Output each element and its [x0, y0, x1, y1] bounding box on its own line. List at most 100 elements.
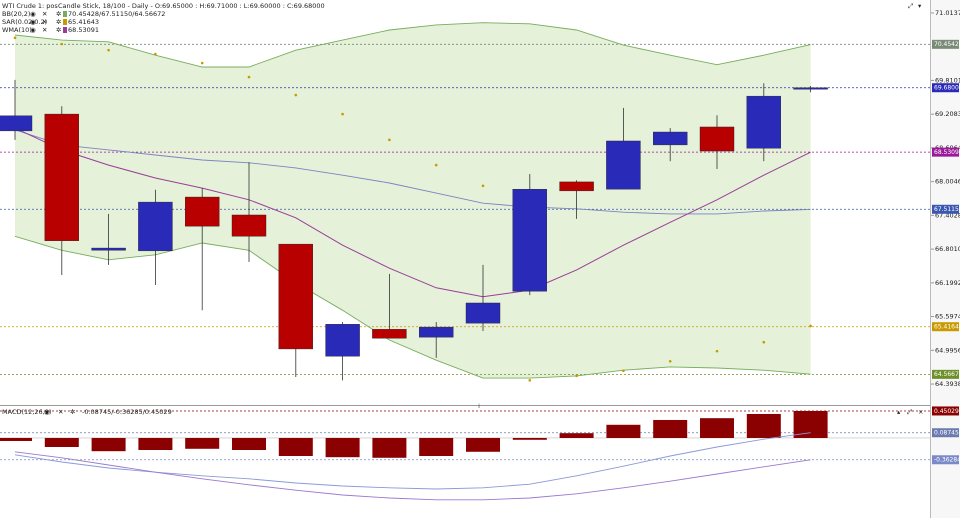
legend-value: 70.45428/67.51150/64.56672	[68, 10, 165, 18]
price-badge-label: 70.45428	[934, 41, 960, 48]
histogram-bar	[278, 437, 313, 456]
candle-body	[559, 181, 594, 192]
fill-layer	[15, 22, 811, 379]
sar-dot	[107, 48, 110, 52]
candle-body	[278, 243, 313, 350]
grid-layer	[0, 43, 930, 461]
close-icon[interactable]: ×	[918, 408, 923, 416]
sar-dot	[528, 379, 532, 382]
candle-body	[746, 95, 781, 149]
remove-icon[interactable]: ✕	[42, 10, 47, 18]
histogram-bar	[559, 433, 594, 438]
sar-dot	[200, 61, 204, 65]
histogram-bar	[512, 437, 547, 440]
candle-body	[653, 131, 688, 146]
candle-body	[325, 324, 360, 357]
legend-name[interactable]: WMA(10)	[2, 26, 32, 34]
legend-swatch	[63, 11, 67, 17]
price-badge-label: 67.51150	[934, 206, 960, 213]
histogram-bar	[746, 413, 781, 438]
histogram-bar	[606, 424, 641, 438]
histogram-bar	[700, 418, 734, 438]
panel-up-icon[interactable]: ▴	[897, 408, 901, 416]
remove-icon[interactable]: ✕	[58, 408, 63, 416]
band-middle	[14, 129, 811, 215]
histogram-bar	[372, 437, 407, 458]
price-badge-label: 68.53091	[934, 149, 960, 156]
y-tick-label: 69.81011	[935, 76, 960, 84]
sar-dot	[668, 359, 672, 363]
settings-icon[interactable]: ✲	[70, 408, 75, 416]
mark-layer	[0, 22, 828, 501]
sar-dot	[434, 163, 438, 167]
y-tick-label: 65.59743	[935, 313, 960, 321]
sar-dot	[809, 324, 812, 328]
price-badge-label: 69.68000	[934, 85, 960, 92]
settings-icon[interactable]: ✲	[56, 18, 61, 26]
sar-dot	[247, 75, 251, 79]
settings-icon[interactable]: ✲	[56, 10, 61, 18]
histogram-bar	[0, 437, 32, 441]
price-badge-label: 0.08745	[934, 430, 959, 437]
sar-dot	[13, 36, 17, 40]
price-badge	[932, 428, 959, 438]
price-badge-label: -0.36284	[934, 457, 960, 464]
histogram-bar	[91, 437, 126, 452]
settings-icon[interactable]: ✲	[56, 26, 61, 34]
sar-dot	[715, 349, 719, 353]
legend-swatch	[63, 27, 67, 33]
remove-icon[interactable]: ✕	[42, 18, 47, 26]
sar-dot	[481, 184, 485, 188]
candle-body	[91, 247, 126, 251]
y-tick-label: 66.19924	[935, 279, 960, 287]
price-badge	[932, 147, 959, 157]
menu-icon[interactable]: ▾	[918, 2, 922, 10]
y-tick-label: 64.39381	[935, 380, 960, 388]
sar-dot	[762, 340, 766, 344]
eye-icon[interactable]: ◉	[44, 408, 50, 416]
wma-line	[14, 127, 811, 298]
legend-name[interactable]: SAR(0.02,0.2)	[2, 18, 47, 26]
price-badge	[932, 322, 959, 332]
y-tick-label: 71.01373	[935, 9, 960, 17]
y-tick-label: 66.80105	[935, 245, 960, 253]
price-badge	[932, 369, 959, 379]
price-badge	[932, 455, 959, 465]
sar-dot	[388, 138, 391, 142]
price-badge-label: 64.56672	[934, 371, 960, 378]
candle-body	[699, 126, 735, 152]
sar-dot	[341, 112, 344, 116]
band-lower	[14, 235, 811, 379]
expand-icon[interactable]: ⤢	[908, 2, 914, 10]
legend: WTI Crude 1: pos Candle Stick, 18/100 - D…	[2, 2, 325, 416]
candle-body	[793, 87, 828, 90]
candle-body	[419, 326, 454, 338]
candle-body	[0, 115, 33, 132]
candle-body	[231, 214, 267, 237]
candle-body	[44, 113, 79, 241]
histogram-bar	[793, 410, 828, 438]
sar-dot	[575, 374, 578, 378]
remove-icon[interactable]: ✕	[42, 26, 47, 34]
legend-swatch	[63, 19, 67, 25]
eye-icon[interactable]: ◉	[30, 26, 36, 34]
histogram-bar	[653, 419, 688, 438]
chart-subtitle: Candle Stick, 18/100 - Daily - O:69.6500…	[58, 2, 325, 10]
eye-icon[interactable]: ◉	[30, 18, 36, 26]
candle-body	[606, 140, 641, 190]
signal-line	[14, 451, 811, 501]
histogram-bar	[419, 437, 454, 456]
legend-name[interactable]: BB(20,2)	[2, 10, 30, 18]
candle-body	[512, 188, 547, 292]
y-tick-label: 68.00467	[935, 178, 960, 186]
macd-line	[14, 432, 811, 490]
axis-layer: 71.0137369.8101169.2083068.6064968.00467…	[931, 9, 960, 465]
sar-dot	[294, 93, 298, 97]
resize-handle[interactable]: ⁞	[478, 402, 480, 410]
candle-body	[465, 302, 501, 324]
eye-icon[interactable]: ◉	[30, 10, 36, 18]
histogram-bar	[325, 437, 360, 458]
expand-icon[interactable]: ⤢	[907, 408, 913, 416]
sar-dot	[622, 369, 625, 373]
